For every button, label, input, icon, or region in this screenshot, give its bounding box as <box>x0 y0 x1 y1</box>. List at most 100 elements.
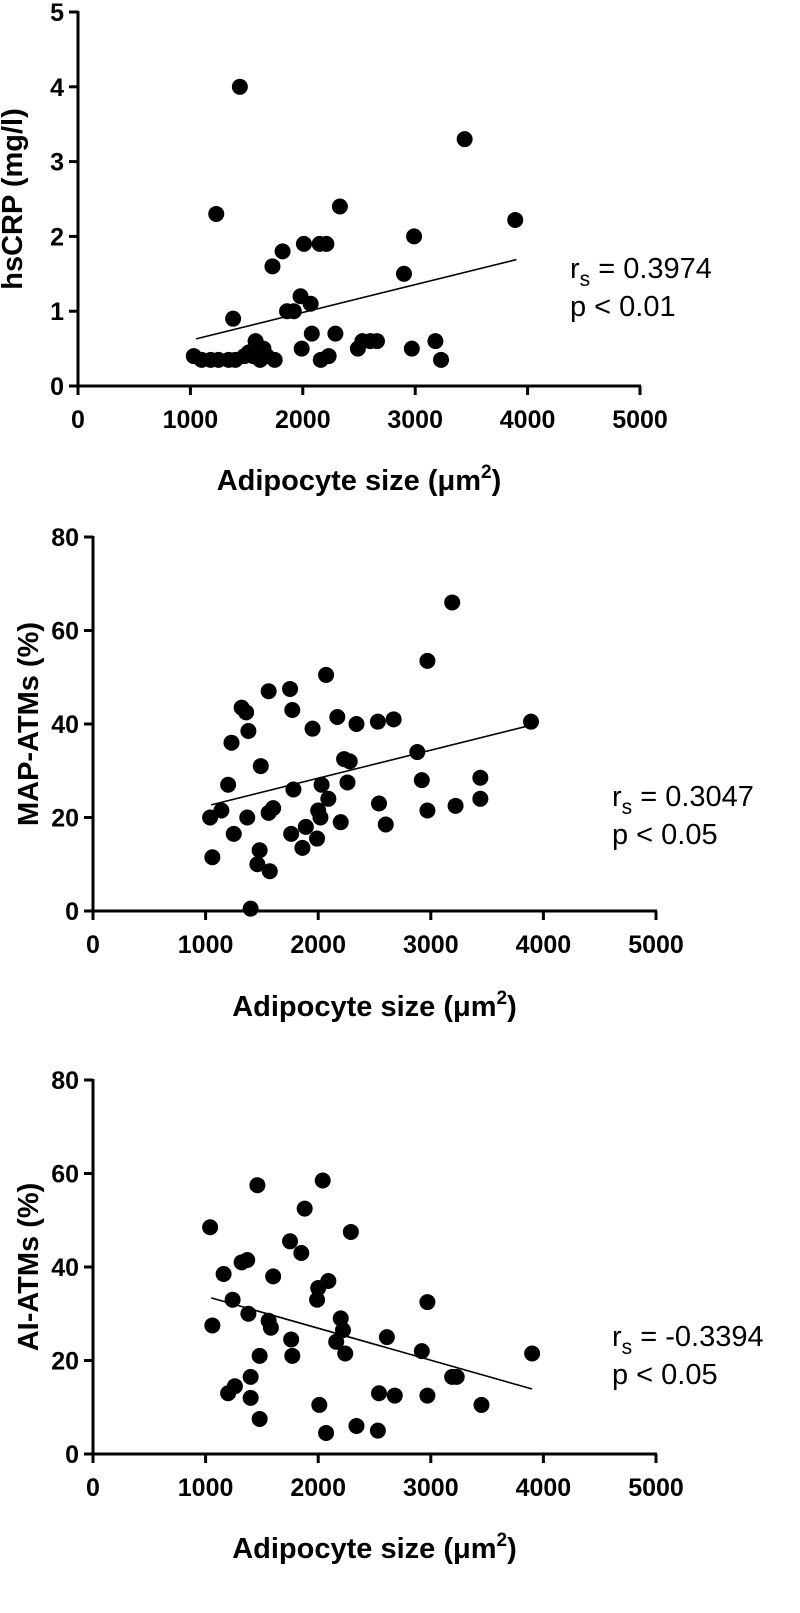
data-point <box>283 1331 300 1348</box>
y-tick-label: 20 <box>51 1348 79 1376</box>
data-point <box>371 795 388 812</box>
data-point <box>331 198 348 215</box>
x-axis-label-sup: 2 <box>497 1530 508 1551</box>
data-point <box>202 1219 219 1236</box>
data-point <box>260 683 277 700</box>
x-axis-label: Adipocyte size (μm2) <box>232 988 517 1023</box>
data-point <box>314 1172 331 1189</box>
data-point <box>320 1273 337 1290</box>
data-point <box>318 1424 335 1441</box>
y-tick-label: 5 <box>50 0 64 27</box>
data-point <box>240 723 257 740</box>
data-point <box>348 716 365 732</box>
data-point <box>303 325 320 342</box>
y-tick-label: 60 <box>51 618 79 646</box>
x-tick-label: 4000 <box>500 406 556 434</box>
data-point <box>251 1347 268 1364</box>
x-axis-label-mu: μ <box>453 991 471 1023</box>
x-axis-label-close: ) <box>507 1533 517 1565</box>
x-tick-label: 5000 <box>628 931 684 959</box>
data-point <box>264 258 281 275</box>
data-point <box>213 802 230 819</box>
x-tick-label: 1000 <box>178 931 234 959</box>
data-point <box>295 235 312 252</box>
data-point <box>377 816 394 833</box>
x-axis-label-sup: 2 <box>497 988 508 1009</box>
data-point <box>320 348 337 365</box>
x-tick-label: 1000 <box>178 1474 234 1502</box>
data-point <box>342 1223 359 1240</box>
data-point <box>293 340 310 357</box>
y-axis-label: MAP-ATMs (%) <box>13 622 45 826</box>
correlation-coefficient: rs = 0.3047 <box>612 781 754 819</box>
data-point <box>444 594 461 611</box>
x-axis-label-mu: μ <box>453 1533 471 1565</box>
data-point <box>395 265 412 282</box>
data-point <box>386 1387 403 1404</box>
chart-2: 0 1000 2000 3000 4000 5000 0 20 40 60 80 Adipocyte … <box>13 524 754 1023</box>
data-point <box>284 701 301 718</box>
r-value: = -0.3394 <box>632 1321 763 1353</box>
data-point <box>312 809 329 826</box>
x-tick-label: 3000 <box>387 406 443 434</box>
data-point <box>204 849 221 866</box>
data-point <box>265 800 282 817</box>
data-point <box>403 340 420 357</box>
p-value: p < 0.05 <box>612 819 718 851</box>
r-subscript: s <box>622 1336 633 1359</box>
data-point <box>406 228 423 245</box>
data-point <box>419 802 436 819</box>
x-axis-label: Adipocyte size (μm2) <box>217 462 502 497</box>
data-point <box>473 1396 490 1413</box>
data-point <box>523 713 540 730</box>
data-point <box>283 825 300 842</box>
x-tick-label: 2000 <box>290 1474 346 1502</box>
x-axis-label-base: Adipocyte size ( <box>232 991 453 1023</box>
x-tick-label: 4000 <box>516 1474 572 1502</box>
x-axis-label-close: ) <box>492 465 502 497</box>
y-tick-label: 0 <box>65 1441 79 1469</box>
data-point <box>320 790 337 807</box>
data-point <box>224 1291 241 1308</box>
data-point <box>334 1322 351 1339</box>
data-point <box>293 1244 310 1261</box>
data-point <box>369 713 386 730</box>
data-point <box>413 1343 430 1360</box>
data-point <box>318 235 335 252</box>
data-point <box>304 720 321 737</box>
data-point <box>231 78 248 95</box>
r-value: = 0.3974 <box>590 253 712 285</box>
data-point <box>239 809 256 826</box>
y-axis-label: hsCRP (mg/l) <box>0 108 29 290</box>
r-symbol: r <box>612 1321 622 1353</box>
r-value: = 0.3047 <box>632 781 754 813</box>
data-point <box>327 325 344 342</box>
correlation-coefficient: rs = 0.3974 <box>570 253 712 291</box>
x-tick-label: 0 <box>86 1474 100 1502</box>
data-point <box>332 814 349 831</box>
y-axis-label: AI-ATMs (%) <box>13 1183 45 1352</box>
y-tick-label: 20 <box>51 805 79 833</box>
y-tick-label: 0 <box>50 373 64 401</box>
data-point <box>472 769 489 786</box>
data-point <box>472 790 489 807</box>
data-point <box>215 1266 232 1283</box>
data-point <box>249 1177 266 1194</box>
y-tick-label: 60 <box>51 1161 79 1189</box>
regression-line <box>211 724 533 806</box>
data-point <box>225 310 242 327</box>
data-point <box>371 1385 388 1402</box>
x-tick-label: 5000 <box>612 406 668 434</box>
data-point <box>419 1387 436 1404</box>
data-point <box>433 351 450 368</box>
data-point <box>220 776 237 793</box>
y-tick-label: 2 <box>50 223 64 251</box>
data-point <box>447 797 464 814</box>
data-point <box>274 243 291 260</box>
data-point <box>242 1389 259 1406</box>
x-axis-label-sup: 2 <box>481 462 492 483</box>
x-tick-label: 3000 <box>403 931 459 959</box>
data-point <box>239 1251 256 1268</box>
x-tick-label: 0 <box>86 931 100 959</box>
data-point <box>302 295 319 312</box>
